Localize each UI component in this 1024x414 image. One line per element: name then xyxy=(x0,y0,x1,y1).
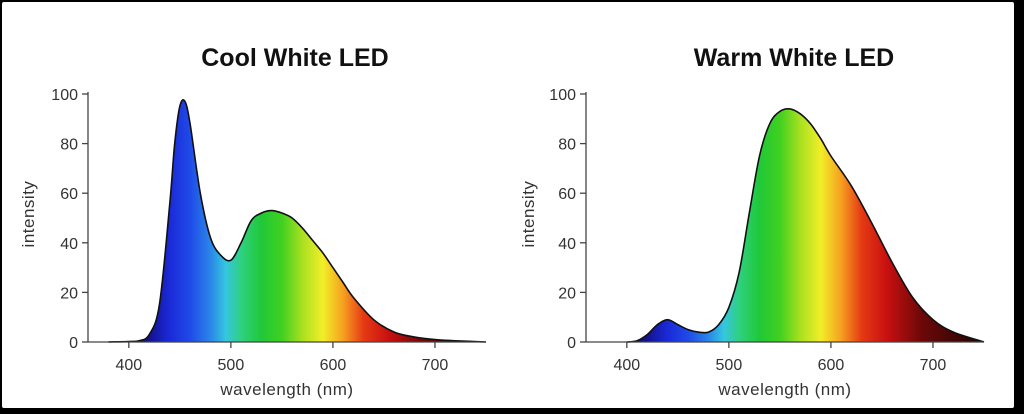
x-tick-label: 600 xyxy=(818,357,845,374)
spectrum-area-fill xyxy=(108,99,487,343)
y-tick-label: 40 xyxy=(60,236,78,253)
spectrum-line xyxy=(108,99,487,343)
y-tick-label: 20 xyxy=(60,285,78,302)
spectrum-area-fill xyxy=(626,108,984,343)
x-tick-label: 500 xyxy=(716,357,743,374)
y-tick-label: 80 xyxy=(558,137,576,154)
x-tick-label: 500 xyxy=(218,357,245,374)
y-axis-label: intensity xyxy=(519,181,538,248)
y-tick-label: 60 xyxy=(60,186,78,203)
chart-title: Cool White LED xyxy=(201,44,388,72)
spectrum-line xyxy=(626,107,985,343)
y-tick-label: 80 xyxy=(60,137,78,154)
y-tick-label: 0 xyxy=(567,335,576,352)
y-tick-label: 20 xyxy=(558,285,576,302)
x-axis-label: wavelength (nm) xyxy=(717,380,851,399)
y-tick-label: 0 xyxy=(69,335,78,352)
y-tick-label: 40 xyxy=(558,236,576,253)
y-axis-label: intensity xyxy=(19,181,38,248)
x-tick-label: 600 xyxy=(320,357,347,374)
chart-title: Warm White LED xyxy=(694,44,894,72)
x-tick-label: 700 xyxy=(422,357,449,374)
x-tick-label: 400 xyxy=(115,357,142,374)
x-axis-label: wavelength (nm) xyxy=(219,380,353,399)
figure-frame: 0 20 40 60 80 100 400 500 600 700 Cool White LED wa… xyxy=(2,2,1014,408)
x-tick-label: 700 xyxy=(920,357,947,374)
y-tick-label: 100 xyxy=(51,87,78,104)
y-tick-label: 100 xyxy=(549,87,576,104)
y-tick-label: 60 xyxy=(558,186,576,203)
x-tick-label: 400 xyxy=(613,357,640,374)
